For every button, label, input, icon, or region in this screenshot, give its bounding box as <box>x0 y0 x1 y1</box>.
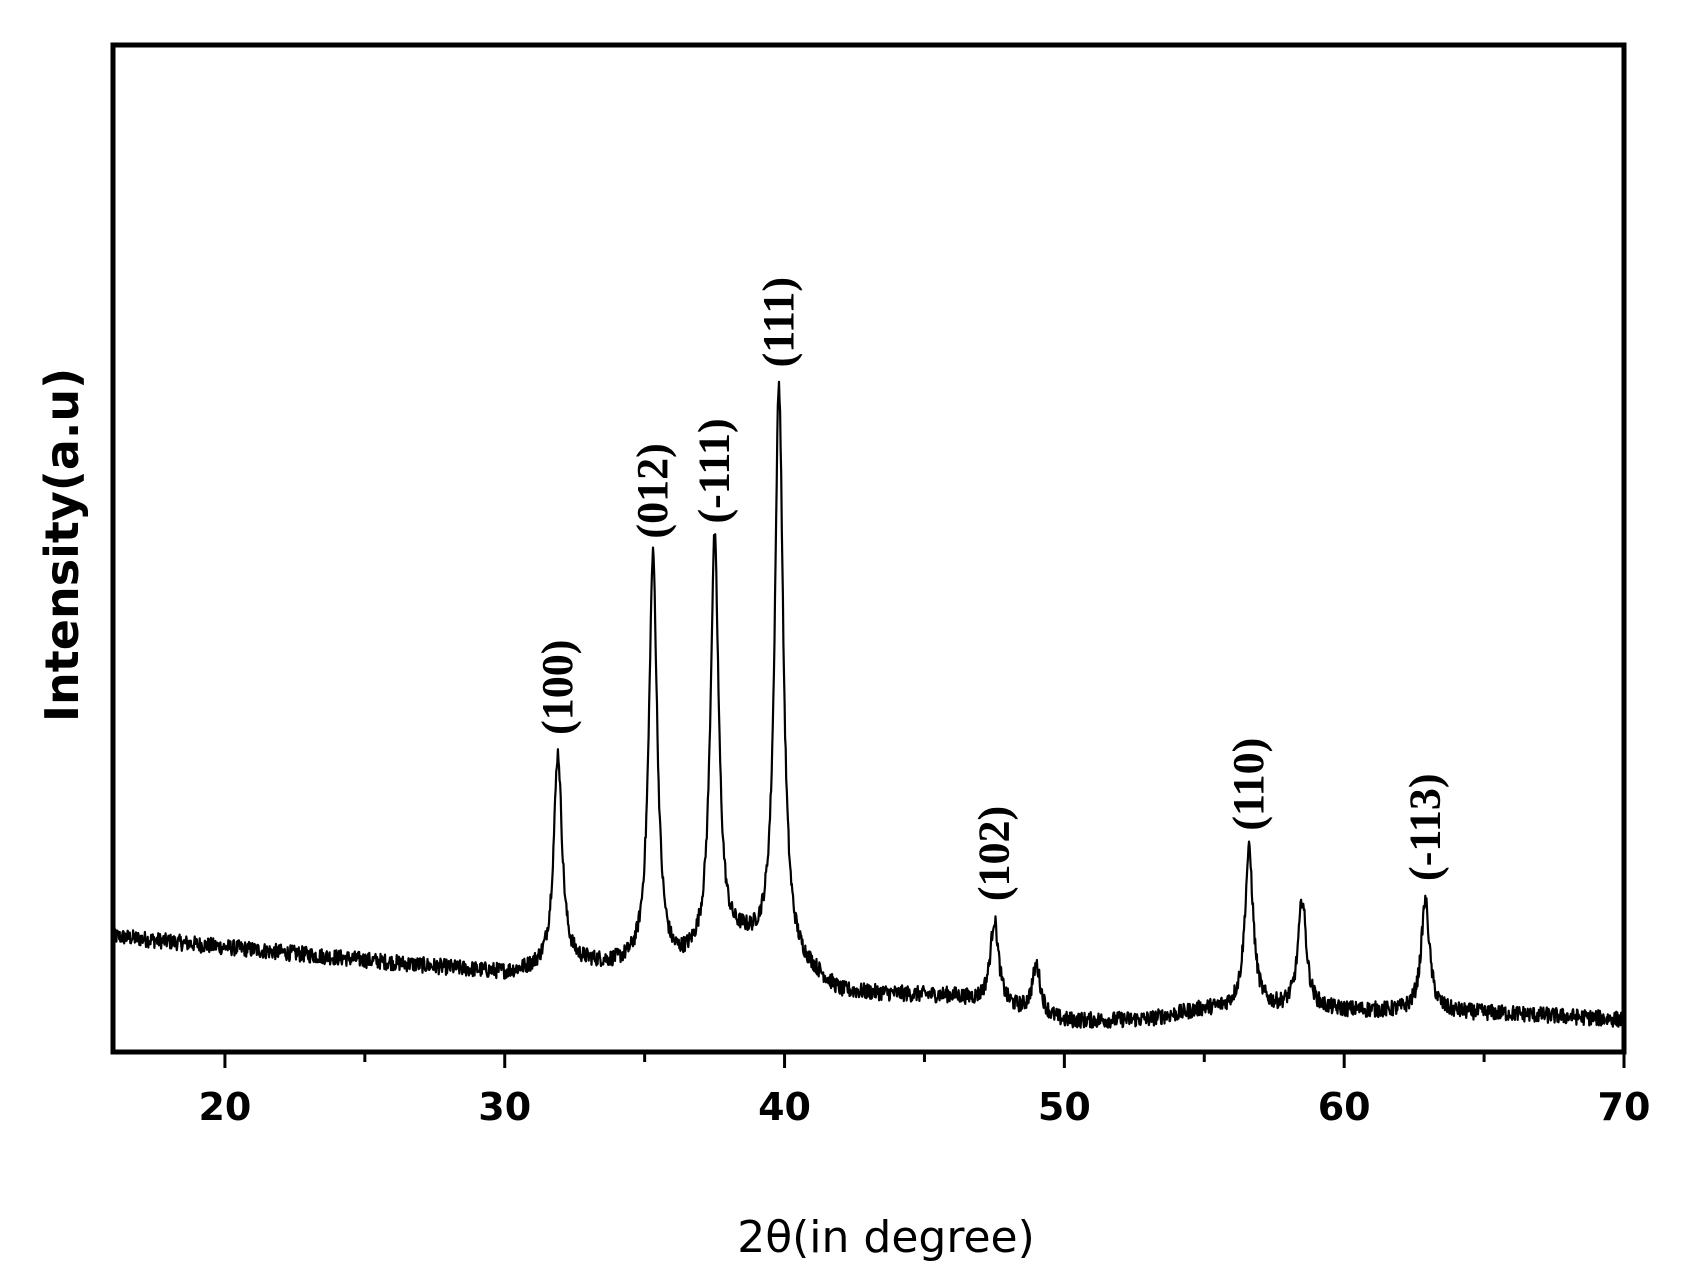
xrd-pattern-line <box>111 380 1625 1029</box>
plot-frame <box>110 42 1627 1055</box>
x-tick-label: 30 <box>478 1085 531 1129</box>
x-axis-title: 2θ(in degree) <box>737 1212 1035 1263</box>
peak-label: (-111) <box>690 418 739 523</box>
peak-labels: (100) (012) (-111) (111) (102) (110) (-113) <box>533 277 1449 901</box>
x-tick-label: 60 <box>1318 1085 1371 1129</box>
x-tick-label: 20 <box>198 1085 251 1129</box>
peak-label: (012) <box>628 443 677 538</box>
peak-label: (100) <box>533 640 582 735</box>
x-axis-ticks <box>223 1052 1626 1068</box>
x-tick-label: 50 <box>1038 1085 1091 1129</box>
x-tick-label: 70 <box>1598 1085 1651 1129</box>
x-axis-tick-labels: 20 30 40 50 60 70 <box>198 1085 1650 1129</box>
peak-label: (-113) <box>1400 773 1449 881</box>
peak-label: (111) <box>754 277 803 367</box>
peak-label: (102) <box>969 806 1018 901</box>
y-axis-title: Intensity(a.u) <box>35 368 89 722</box>
peak-label: (110) <box>1224 738 1273 831</box>
x-tick-label: 40 <box>758 1085 811 1129</box>
